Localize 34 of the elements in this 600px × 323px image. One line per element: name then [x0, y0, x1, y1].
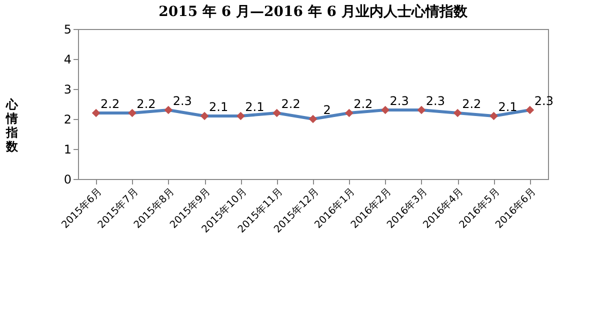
point — [453, 108, 462, 118]
point — [308, 114, 318, 124]
data-label: 2.2 — [462, 97, 482, 111]
data-label: 2.3 — [390, 94, 409, 108]
data-label: 2.2 — [354, 97, 373, 111]
data-label: 2.1 — [208, 100, 228, 114]
point — [164, 106, 173, 114]
data-label: 2.1 — [245, 100, 264, 114]
data-label: 2.2 — [136, 97, 156, 111]
y-tick-label: 4 — [64, 52, 72, 66]
point — [417, 106, 426, 114]
y-tick-label: 3 — [64, 82, 72, 96]
point — [236, 112, 245, 120]
point — [200, 112, 209, 120]
y-axis-title: 心情指数 — [4, 98, 19, 154]
point — [128, 108, 136, 118]
data-label: 2.1 — [498, 100, 518, 114]
point — [526, 106, 534, 114]
data-label: 2.3 — [172, 94, 192, 108]
point — [272, 108, 282, 118]
data-label: 2.2 — [281, 97, 300, 111]
point — [490, 112, 498, 120]
y-tick-label: 5 — [64, 22, 72, 36]
data-label: 2.3 — [426, 94, 446, 108]
data-label: 2.2 — [100, 97, 120, 111]
y-tick-label: 1 — [64, 142, 72, 156]
data-label: 2.3 — [534, 94, 554, 108]
data-label: 2 — [323, 103, 331, 117]
y-tick-label: 0 — [64, 172, 72, 186]
point — [381, 106, 390, 114]
point — [344, 108, 354, 118]
chart-title: 2015 年 6 月—2016 年 6 月业内人士心情指数 — [158, 3, 468, 20]
y-tick-label: 2 — [64, 112, 72, 126]
point — [92, 108, 100, 118]
